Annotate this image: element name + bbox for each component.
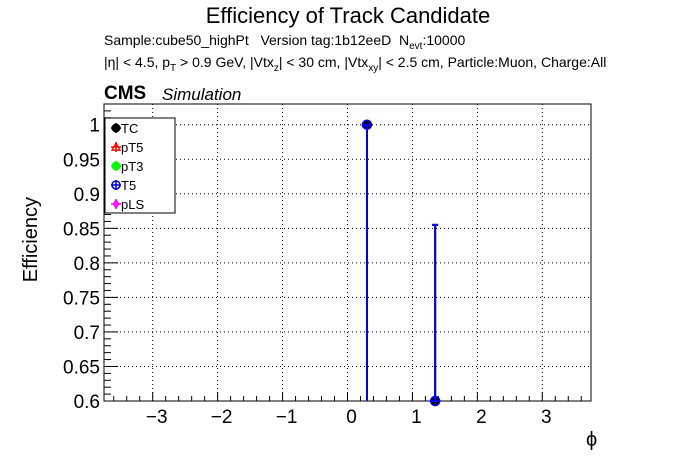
marker-pt3 — [111, 161, 121, 171]
legend-label-pt5: pT5 — [121, 140, 143, 155]
tick-labels: −3 −2 −1 0 1 2 3 0.6 0.65 0.7 0.75 0.8 0.85 0.9 0.95 1 — [63, 116, 552, 428]
data-layer — [361, 119, 441, 407]
y-tick-label: 0.9 — [74, 185, 100, 206]
chart-subtitle-sample: Sample:cube50_highPt Version tag:1b12eeD… — [104, 32, 465, 52]
axis-ticks — [104, 103, 582, 402]
nevt-subscript: evt — [409, 40, 423, 52]
y-tick-label: 0.8 — [74, 254, 100, 275]
x-tick-label: 1 — [411, 407, 422, 428]
x-tick-label: 0 — [346, 407, 357, 428]
x-axis-title: ϕ — [586, 429, 597, 451]
cuts-sub-2: z — [273, 62, 279, 74]
y-axis-title: Efficiency — [20, 197, 42, 282]
legend-label-pls: pLS — [121, 197, 144, 212]
chart-subtitle-cuts: |η| < 4.5, pT > 0.9 GeV, |Vtxz| < 30 cm,… — [104, 54, 606, 74]
grid — [104, 104, 591, 401]
cuts-sub-3: xy — [368, 62, 379, 74]
marker-pt5 — [110, 141, 122, 151]
x-tick-label: −1 — [276, 407, 298, 428]
cuts-part-2: > 0.9 GeV, |Vtx — [176, 54, 274, 70]
legend-label-tc: TC — [121, 121, 138, 136]
nevt-value: :10000 — [422, 32, 466, 48]
y-tick-label: 0.7 — [74, 323, 100, 344]
x-tick-label: −3 — [146, 407, 168, 428]
cuts-sub-1: T — [170, 62, 177, 74]
legend-label-pt3: pT3 — [121, 159, 143, 174]
chart-title: Efficiency of Track Candidate — [205, 3, 491, 28]
sample-label: Sample:cube50_highPt — [104, 32, 249, 48]
y-tick-label: 0.95 — [63, 150, 100, 171]
x-tick-label: 2 — [476, 407, 487, 428]
marker-tc — [111, 123, 121, 133]
cuts-part-3: | < 30 cm, |Vtx — [278, 54, 369, 70]
x-tick-label: −2 — [211, 407, 233, 428]
y-tick-label: 0.85 — [63, 219, 100, 240]
legend: TC pT5 pT3 T5 pLS — [104, 117, 176, 214]
cuts-part-4: | < 2.5 cm, Particle:Muon, Charge:All — [378, 54, 607, 70]
cuts-part-1: |η| < 4.5, p — [104, 54, 171, 70]
marker-t5 — [361, 119, 373, 130]
y-tick-label: 1 — [89, 116, 100, 137]
marker-t5 — [429, 395, 441, 407]
y-tick-label: 0.6 — [74, 392, 100, 413]
marker-pls — [112, 198, 120, 210]
cms-label: CMS — [104, 83, 147, 104]
x-tick-label: 3 — [541, 407, 552, 428]
y-tick-label: 0.65 — [63, 357, 100, 378]
version-label: Version tag:1b12eeD — [260, 32, 392, 48]
y-tick-label: 0.75 — [63, 288, 100, 309]
simulation-label: Simulation — [162, 85, 242, 104]
nevt-label: N — [399, 32, 410, 48]
legend-label-t5: T5 — [121, 178, 136, 193]
marker-t5 — [111, 180, 121, 190]
